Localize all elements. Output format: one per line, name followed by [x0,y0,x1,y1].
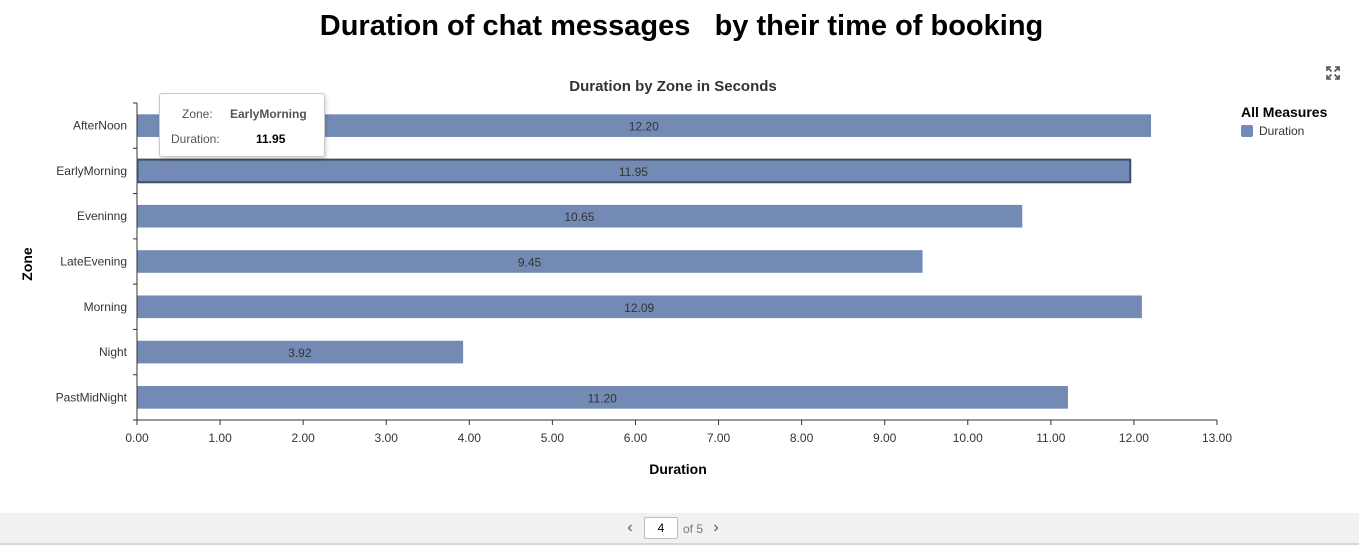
bar-night[interactable] [137,340,464,364]
x-tick-label: 2.00 [291,431,315,445]
legend-item-duration[interactable]: Duration [1241,124,1327,138]
chart-title: Duration by Zone in Seconds [569,78,777,95]
y-tick-label: EarlyMorning [56,164,127,178]
x-axis-title: Duration [649,461,707,477]
tooltip-duration-value: 11.95 [256,132,286,146]
x-tick-label: 1.00 [208,431,232,445]
bar-eveninng[interactable] [137,204,1023,228]
x-tick-label: 13.00 [1202,431,1232,445]
y-tick-label: Morning [84,300,127,314]
bar-pastmidnight[interactable] [137,386,1068,409]
y-tick-label: Eveninng [77,209,127,223]
x-tick-label: 12.00 [1119,431,1149,445]
tooltip-zone-key: Zone: [182,107,213,121]
data-label: 9.45 [518,256,542,270]
tooltip: Zone: EarlyMorning Duration: 11.95 [159,93,325,157]
data-label: 10.65 [564,210,594,224]
x-tick-label: 9.00 [873,431,897,445]
y-tick-label: LateEvening [60,255,127,269]
data-label: 11.95 [619,165,648,179]
x-tick-label: 0.00 [125,431,149,445]
x-tick-label: 8.00 [790,431,814,445]
legend-title: All Measures [1241,104,1328,120]
bar-earlymorning[interactable] [136,158,1132,184]
x-tick-label: 6.00 [624,431,648,445]
bar-afternoon[interactable] [137,114,1152,137]
y-tick-label: PastMidNight [56,390,128,404]
bar-chart: Duration by Zone in Seconds Zone Duratio… [19,78,1232,477]
x-tick-label: 10.00 [953,431,983,445]
pager: ‹ of 5 › [0,513,1359,545]
chevron-left-icon[interactable]: ‹ [627,519,633,536]
data-label: 12.20 [629,120,659,134]
page-title: Duration of chat messages by their time … [319,10,1044,42]
page-number-input[interactable] [644,517,678,539]
axes [133,102,1218,425]
x-tick-label: 3.00 [375,431,399,445]
bar-lateevening[interactable] [137,250,923,273]
legend-item-label: Duration [1259,124,1305,138]
x-tick-label: 5.00 [541,431,565,445]
bars: 12.20 11.95 10.65 9.45 12.09 3.92 11.20 [136,114,1152,409]
x-tick-label: 4.00 [458,431,482,445]
expand-icon[interactable] [1326,66,1340,80]
data-label: 3.92 [288,346,312,360]
tooltip-zone-value: EarlyMorning [230,107,307,121]
x-tick-label: 7.00 [707,431,731,445]
tooltip-duration-key: Duration: [171,132,220,146]
chevron-right-icon[interactable]: › [713,519,719,536]
data-label: 12.09 [624,301,654,315]
y-tick-label: Night [99,345,128,359]
y-tick-labels: AfterNoon EarlyMorning Eveninng LateEvening… [56,119,128,405]
y-axis-title: Zone [19,247,35,281]
x-tick-labels: 0.00 1.00 2.00 3.00 4.00 5.00 6.00 7.00 8.00 9.00… [125,431,1232,445]
bar-morning[interactable] [137,295,1142,319]
page-count-label: of 5 [683,522,704,536]
y-tick-label: AfterNoon [73,119,127,133]
legend-swatch [1241,125,1253,137]
data-label: 11.20 [588,391,617,405]
x-tick-label: 11.00 [1036,431,1065,445]
legend: All Measures Duration [1241,104,1327,138]
